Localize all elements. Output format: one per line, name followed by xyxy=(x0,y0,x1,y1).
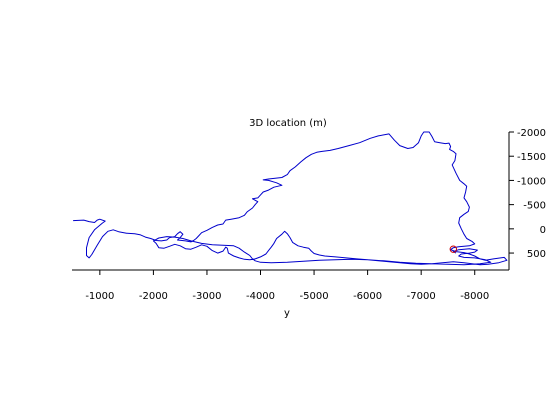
x-tick-label: -3000 xyxy=(192,291,221,302)
y-tick-label: -1500 xyxy=(517,152,546,163)
y-axis-ticks: -2000 -1500 -1000 -500 0 500 xyxy=(509,128,546,260)
y-tick-label: -2000 xyxy=(517,128,546,139)
x-tick-label: -7000 xyxy=(407,291,436,302)
x-tick-label: -8000 xyxy=(460,291,489,302)
y-tick-label: 500 xyxy=(527,249,546,260)
x-tick-label: -2000 xyxy=(139,291,168,302)
x-axis-label: y xyxy=(284,308,290,319)
y-tick-label: -1000 xyxy=(517,176,546,187)
x-axis-ticks: -1000 -2000 -3000 -4000 -5000 -6000 -7000 -8000 xyxy=(85,270,489,302)
x-tick-label: -5000 xyxy=(300,291,329,302)
y-tick-label: -500 xyxy=(523,201,546,212)
x-tick-label: -1000 xyxy=(85,291,114,302)
x-tick-label: -6000 xyxy=(353,291,382,302)
x-tick-label: -4000 xyxy=(246,291,275,302)
chart-title: 3D location (m) xyxy=(249,118,327,129)
y-tick-label: 0 xyxy=(540,225,546,236)
trajectory-line xyxy=(73,132,507,265)
plot-area xyxy=(73,132,507,265)
